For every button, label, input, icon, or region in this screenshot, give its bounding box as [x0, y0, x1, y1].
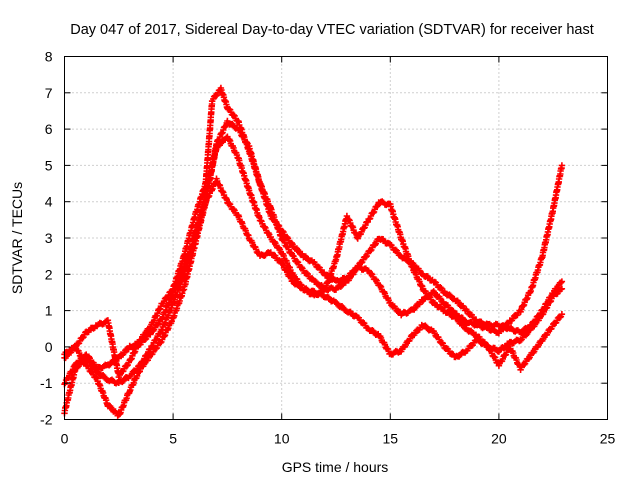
x-tick-label: 0	[61, 431, 69, 447]
x-tick-label: 15	[383, 431, 399, 447]
x-tick-label: 5	[169, 431, 177, 447]
y-tick-label: 2	[45, 266, 53, 282]
y-tick-label: 1	[45, 303, 53, 319]
x-tick-label: 10	[274, 431, 290, 447]
y-axis-label: SDTVAR / TECUs	[9, 182, 25, 294]
y-tick-label: -1	[40, 375, 53, 391]
chart-title: Day 047 of 2017, Sidereal Day-to-day VTE…	[70, 22, 594, 38]
x-axis-label: GPS time / hours	[282, 459, 389, 475]
y-tick-label: -2	[40, 412, 53, 428]
x-tick-label: 20	[491, 431, 507, 447]
y-tick-label: 3	[45, 230, 53, 246]
x-tick-label: 25	[600, 431, 616, 447]
axis-ticks	[64, 56, 608, 420]
y-tick-label: 6	[45, 121, 53, 137]
y-tick-label: 8	[45, 49, 53, 65]
y-tick-label: 4	[45, 194, 53, 210]
y-tick-label: 5	[45, 157, 53, 173]
x-tick-labels: 0 5 10 15 20 25	[61, 431, 616, 447]
y-tick-labels: -2 -1 0 1 2 3 4 5 6 7 8	[40, 49, 53, 428]
data-markers	[61, 84, 566, 419]
y-tick-label: 0	[45, 339, 53, 355]
y-tick-label: 7	[45, 85, 53, 101]
